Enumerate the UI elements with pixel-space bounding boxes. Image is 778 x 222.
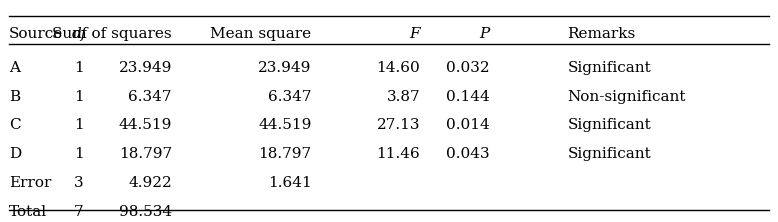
Text: Sum of squares: Sum of squares [52,27,172,41]
Text: 0.043: 0.043 [446,147,490,161]
Text: F: F [409,27,420,41]
Text: 44.519: 44.519 [118,119,172,133]
Text: Significant: Significant [567,119,651,133]
Text: Remarks: Remarks [567,27,636,41]
Text: 1: 1 [74,147,84,161]
Text: 6.347: 6.347 [268,90,311,104]
Text: B: B [9,90,20,104]
Text: Total: Total [9,205,47,219]
Text: 7: 7 [74,205,84,219]
Text: 23.949: 23.949 [118,61,172,75]
Text: 18.797: 18.797 [119,147,172,161]
Text: 1: 1 [74,90,84,104]
Text: 98.534: 98.534 [119,205,172,219]
Text: 3: 3 [74,176,84,190]
Text: 3.87: 3.87 [387,90,420,104]
Text: 27.13: 27.13 [377,119,420,133]
Text: 0.032: 0.032 [446,61,490,75]
Text: A: A [9,61,20,75]
Text: df: df [72,27,86,41]
Text: 14.60: 14.60 [377,61,420,75]
Text: C: C [9,119,21,133]
Text: 23.949: 23.949 [258,61,311,75]
Text: Mean square: Mean square [210,27,311,41]
Text: Significant: Significant [567,61,651,75]
Text: 1: 1 [74,61,84,75]
Text: Source: Source [9,27,63,41]
Text: 11.46: 11.46 [377,147,420,161]
Text: Significant: Significant [567,147,651,161]
Text: P: P [479,27,490,41]
Text: 18.797: 18.797 [258,147,311,161]
Text: Error: Error [9,176,51,190]
Text: 4.922: 4.922 [128,176,172,190]
Text: Non-significant: Non-significant [567,90,685,104]
Text: 1.641: 1.641 [268,176,311,190]
Text: 0.014: 0.014 [446,119,490,133]
Text: 6.347: 6.347 [128,90,172,104]
Text: 0.144: 0.144 [446,90,490,104]
Text: D: D [9,147,21,161]
Text: 1: 1 [74,119,84,133]
Text: 44.519: 44.519 [258,119,311,133]
